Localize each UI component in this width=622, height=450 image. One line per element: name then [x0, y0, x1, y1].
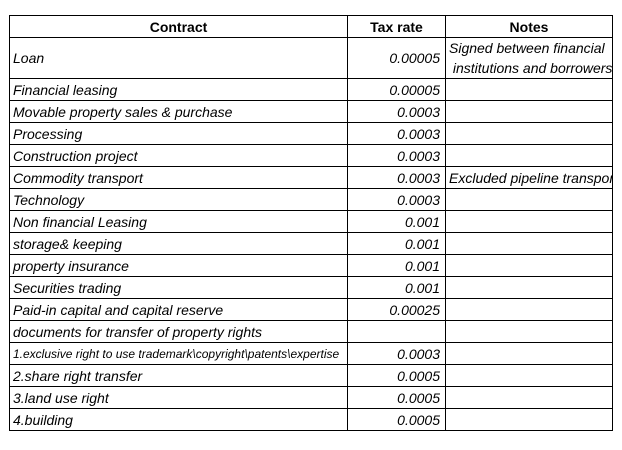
contract-cell: Technology: [9, 188, 348, 211]
tax-rate-cell: 0.0005: [347, 364, 446, 387]
table-row: Technology 0.0003: [9, 188, 613, 211]
header-row: Contract Tax rate Notes: [9, 15, 613, 38]
table-row: Movable property sales & purchase 0.0003: [9, 100, 613, 123]
notes-cell: [445, 144, 613, 167]
table-body: Loan 0.00005 Signed between financial in…: [9, 37, 613, 431]
contract-cell: 4.building: [9, 408, 348, 431]
table-row: Financial leasing 0.00005: [9, 78, 613, 101]
notes-cell: [445, 386, 613, 409]
contract-cell: Movable property sales & purchase: [9, 100, 348, 123]
notes-cell: [445, 342, 613, 365]
contract-cell: documents for transfer of property right…: [9, 320, 348, 343]
contract-cell: Financial leasing: [9, 78, 348, 101]
tax-rate-cell: 0.001: [347, 232, 446, 255]
notes-cell: [445, 188, 613, 211]
notes-cell: [445, 100, 613, 123]
tax-rate-cell: 0.001: [347, 276, 446, 299]
notes-cell: [445, 298, 613, 321]
header-notes: Notes: [445, 15, 613, 38]
table-row: Construction project 0.0003: [9, 144, 613, 167]
tax-rate-cell: 0.00005: [347, 78, 446, 101]
table-row: storage& keeping 0.001: [9, 232, 613, 255]
table-row: 1.exclusive right to use trademark\copyr…: [9, 342, 613, 365]
tax-rate-cell: 0.0005: [347, 386, 446, 409]
contract-cell: property insurance: [9, 254, 348, 277]
contract-cell: Construction project: [9, 144, 348, 167]
tax-rate-cell: 0.001: [347, 254, 446, 277]
table-row: 2.share right transfer 0.0005: [9, 364, 613, 387]
contract-cell: Securities trading: [9, 276, 348, 299]
notes-cell: [445, 210, 613, 233]
tax-rate-cell: 0.0003: [347, 144, 446, 167]
table-row: property insurance 0.001: [9, 254, 613, 277]
header-contract: Contract: [9, 15, 348, 38]
tax-rate-table-container: Contract Tax rate Notes Loan 0.00005 Sig…: [9, 15, 613, 431]
tax-rate-cell: 0.0003: [347, 188, 446, 211]
notes-cell: [445, 320, 613, 343]
notes-cell: [445, 408, 613, 431]
contract-cell: Commodity transport: [9, 166, 348, 189]
tax-rate-cell: [347, 320, 446, 343]
tax-rate-table: Contract Tax rate Notes Loan 0.00005 Sig…: [9, 15, 613, 431]
notes-cell: [445, 122, 613, 145]
table-row: documents for transfer of property right…: [9, 320, 613, 343]
tax-rate-cell: 0.0003: [347, 122, 446, 145]
tax-rate-cell: 0.0005: [347, 408, 446, 431]
table-row: Securities trading 0.001: [9, 276, 613, 299]
tax-rate-cell: 0.00005: [347, 37, 446, 79]
tax-rate-cell: 0.0003: [347, 166, 446, 189]
contract-cell: 3.land use right: [9, 386, 348, 409]
tax-rate-cell: 0.001: [347, 210, 446, 233]
header-tax-rate: Tax rate: [347, 15, 446, 38]
notes-cell: [445, 364, 613, 387]
table-row: Commodity transport 0.0003 Excluded pipe…: [9, 166, 613, 189]
contract-cell: Loan: [9, 37, 348, 79]
tax-rate-cell: 0.00025: [347, 298, 446, 321]
table-row: 4.building 0.0005: [9, 408, 613, 431]
contract-cell: 1.exclusive right to use trademark\copyr…: [9, 342, 348, 365]
contract-cell: Non financial Leasing: [9, 210, 348, 233]
notes-cell: [445, 276, 613, 299]
notes-cell: [445, 78, 613, 101]
tax-rate-cell: 0.0003: [347, 100, 446, 123]
table-row: Paid-in capital and capital reserve 0.00…: [9, 298, 613, 321]
notes-cell: [445, 254, 613, 277]
tax-rate-cell: 0.0003: [347, 342, 446, 365]
table-row: 3.land use right 0.0005: [9, 386, 613, 409]
contract-cell: Processing: [9, 122, 348, 145]
table-row: Processing 0.0003: [9, 122, 613, 145]
contract-cell: Paid-in capital and capital reserve: [9, 298, 348, 321]
notes-cell: Excluded pipeline transport: [445, 166, 613, 189]
table-row: Non financial Leasing 0.001: [9, 210, 613, 233]
contract-cell: storage& keeping: [9, 232, 348, 255]
notes-cell: Signed between financial institutions an…: [445, 37, 613, 79]
notes-cell: [445, 232, 613, 255]
table-row: Loan 0.00005 Signed between financial in…: [9, 37, 613, 79]
contract-cell: 2.share right transfer: [9, 364, 348, 387]
